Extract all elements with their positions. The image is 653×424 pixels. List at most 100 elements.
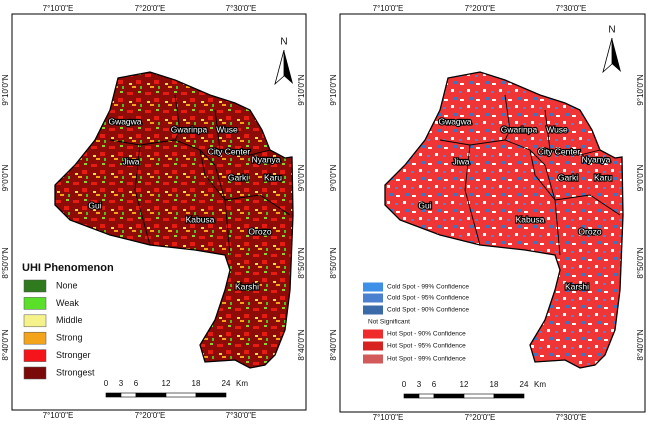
longitude-label: 7°30'0"E <box>556 413 587 422</box>
place-label: Wuse <box>216 124 238 134</box>
scale-label: 3 <box>119 379 124 388</box>
latitude-label: 8°40'0"N <box>297 329 306 360</box>
legend-swatch <box>363 282 383 292</box>
legend-swatch <box>23 297 47 310</box>
scale-unit: Km <box>236 379 248 388</box>
place-label: Gwarinpa <box>501 124 538 134</box>
scale-unit: Km <box>534 380 546 389</box>
scale-segment <box>120 392 137 398</box>
place-label: City Center <box>208 146 251 156</box>
latitude-label: 8°50'0"N <box>329 247 338 278</box>
scale-label: 12 <box>460 380 469 389</box>
legend-label: Hot Spot - 90% Confidence <box>387 331 466 338</box>
latitude-label: 9°0'0"N <box>329 164 338 191</box>
scale-label: 24 <box>222 379 231 388</box>
legend-label: Stronger <box>56 350 91 360</box>
place-label: Gui <box>88 200 101 210</box>
latitude-label: 9°10'0"N <box>329 74 338 105</box>
north-arrow <box>612 38 621 72</box>
latitude-label: 8°40'0"N <box>1 329 10 360</box>
north-arrow <box>602 37 613 74</box>
latitude-label: 8°50'0"N <box>297 247 306 278</box>
north-label: N <box>608 25 615 36</box>
map-panel: 7°10'0"E 7°20'0"E 7°30'0"E 7°10'0"E 7°20'0"E… <box>329 4 645 422</box>
longitude-label: 7°30'0"E <box>226 4 257 13</box>
scale-label: 6 <box>432 380 437 389</box>
north-label: N <box>280 37 287 48</box>
district-boundary <box>199 149 226 201</box>
scale-label: 18 <box>490 380 499 389</box>
legend-label: Hot Spot - 95% Confidence <box>387 343 466 350</box>
latitude-label: 8°50'0"N <box>636 247 645 278</box>
legend-label: Strong <box>56 333 83 343</box>
place-label: City Center <box>538 146 581 156</box>
scale-segment <box>165 392 197 398</box>
district-boundary <box>554 194 621 216</box>
scale-label: 24 <box>520 380 529 389</box>
region-fill <box>384 71 624 369</box>
longitude-label: 7°20'0"E <box>135 4 166 13</box>
legend-swatch <box>363 305 383 315</box>
place-label: Kabusa <box>516 214 545 224</box>
legend-label: Middle <box>56 315 83 325</box>
place-label: Gui <box>418 200 431 210</box>
map-panel: 7°10'0"E 7°20'0"E 7°30'0"E 7°10'0"E 7°20'0"E… <box>1 4 306 420</box>
place-label: Gwagwa <box>438 116 471 126</box>
district-boundary <box>464 144 481 246</box>
legend-label: Cold Spot - 90% Confidence <box>387 307 469 314</box>
legend-label: Strongest <box>56 367 95 377</box>
longitude-label: 7°10'0"E <box>373 4 404 13</box>
longitude-label: 7°10'0"E <box>373 413 404 422</box>
place-label: Wuse <box>546 124 568 134</box>
district-boundary <box>544 109 601 156</box>
legend-swatch <box>23 314 47 328</box>
legend-label: None <box>56 280 78 290</box>
place-label: Garki <box>228 172 248 182</box>
latitude-label: 9°10'0"N <box>1 74 10 105</box>
legend-swatch <box>23 331 47 345</box>
place-label: Nyanya <box>252 154 281 164</box>
place-label: Karshi <box>235 281 259 291</box>
longitude-label: 7°10'0"E <box>43 4 74 13</box>
region-fill <box>54 71 294 369</box>
place-label: Jiwa <box>452 156 469 166</box>
legend-label: Hot Spot - 99% Confidence <box>387 356 466 363</box>
place-label: Kabusa <box>186 214 215 224</box>
longitude-label: 7°10'0"E <box>43 411 74 420</box>
north-arrow <box>274 49 285 86</box>
latitude-label: 9°10'0"N <box>297 74 306 105</box>
place-label: Jiwa <box>122 156 139 166</box>
scale-segment <box>418 393 435 399</box>
district-boundary <box>224 194 291 216</box>
place-label: Karu <box>264 172 282 182</box>
district-boundary <box>529 149 556 201</box>
legend-label: Weak <box>56 298 79 308</box>
place-label: Gwagwa <box>108 116 141 126</box>
latitude-label: 9°0'0"N <box>636 164 645 191</box>
legend-label: Cold Spot - 99% Confidence <box>387 284 469 291</box>
legend-swatch <box>363 341 383 351</box>
scale-label: 3 <box>417 380 422 389</box>
scale-label: 0 <box>402 380 407 389</box>
place-label: Garki <box>558 172 578 182</box>
place-label: Nyanya <box>582 154 611 164</box>
longitude-label: 7°30'0"E <box>556 4 587 13</box>
place-label: Karu <box>594 172 612 182</box>
latitude-label: 9°0'0"N <box>297 164 306 191</box>
scale-label: 6 <box>134 379 139 388</box>
longitude-label: 7°20'0"E <box>135 411 166 420</box>
legend-swatch <box>23 349 47 362</box>
longitude-label: 7°20'0"E <box>465 4 496 13</box>
scale-segment <box>463 393 495 399</box>
latitude-label: 9°10'0"N <box>636 74 645 105</box>
scale-segment <box>195 392 227 398</box>
district-boundary <box>134 144 151 246</box>
panel-frame <box>11 13 307 411</box>
place-label: Gwarinpa <box>171 124 208 134</box>
place-label: Orozo <box>578 226 601 236</box>
district-boundary <box>174 94 181 141</box>
legend-swatch <box>23 366 47 380</box>
longitude-label: 7°30'0"E <box>226 411 257 420</box>
place-label: Karshi <box>565 281 589 291</box>
